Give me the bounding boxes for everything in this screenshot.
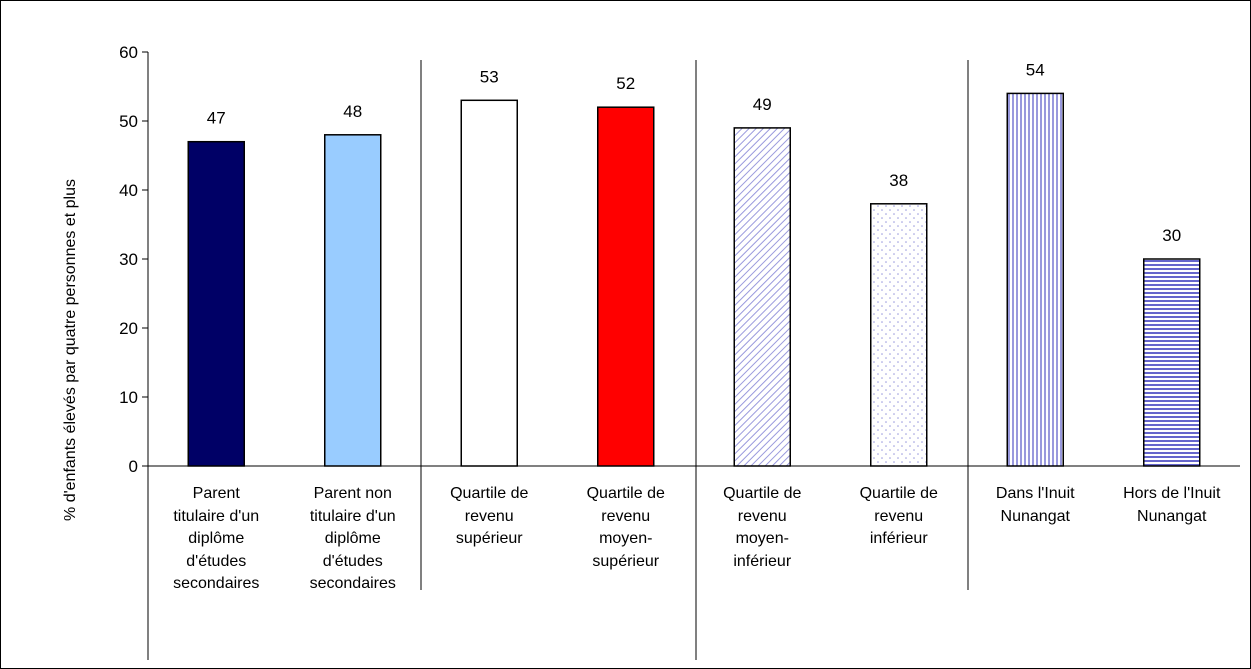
y-tick-label: 40 [119,181,138,200]
x-tick-label: Hors de l'Inuit Nunangat [1123,485,1221,525]
y-tick-label: 10 [119,388,138,407]
data-label: 54 [1026,60,1045,79]
bar [733,127,791,467]
y-tick-label: 0 [129,457,138,476]
data-label: 38 [889,171,908,190]
bar [597,106,655,467]
x-tick-label: Parent titulaire d'un diplôme d'études s… [173,485,260,592]
bar [870,203,928,467]
data-label: 52 [616,74,635,93]
bar [460,99,518,467]
y-axis-label: % d'enfants élevés par quatre personnes … [62,179,79,521]
y-tick-label: 30 [119,250,138,269]
bar [1006,92,1064,467]
y-tick-label: 50 [119,112,138,131]
data-label: 47 [207,109,226,128]
x-tick-label: Quartile de revenu inférieur [859,485,938,547]
x-tick-label: Quartile de revenu moyen-inférieur [723,485,802,570]
x-tick-label: Dans l'Inuit Nunangat [995,485,1075,525]
x-tick-label: Quartile de revenu moyen-supérieur [586,485,665,570]
y-tick-label: 60 [119,43,138,62]
x-tick-label: Quartile de revenu supérieur [450,485,529,547]
data-label: 48 [343,102,362,121]
data-label: 30 [1162,226,1181,245]
data-label: 53 [480,67,499,86]
bar [1143,258,1201,467]
bar [324,134,382,467]
y-tick-label: 20 [119,319,138,338]
bar [187,140,245,467]
data-label: 49 [753,95,772,114]
x-tick-label: Parent non titulaire d'un diplôme d'étud… [309,485,396,592]
